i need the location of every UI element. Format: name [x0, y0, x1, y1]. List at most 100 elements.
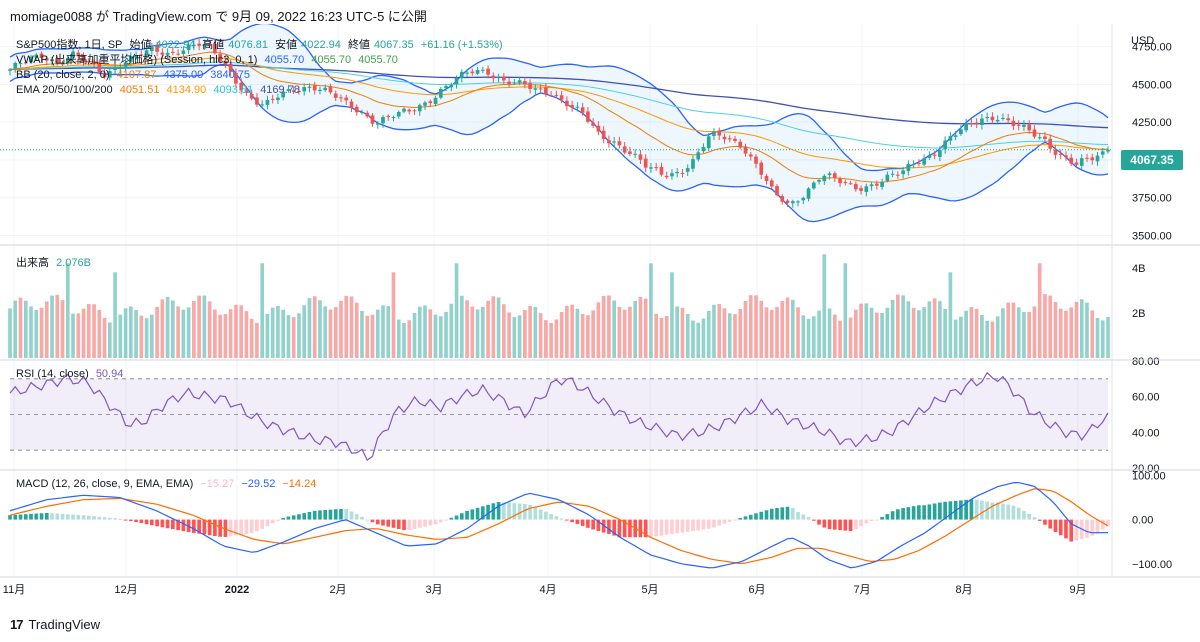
candle-body	[864, 186, 869, 192]
macd-histogram-bar	[591, 519, 595, 530]
time-tick-label: 3月	[425, 584, 442, 596]
volume-bar	[901, 295, 905, 358]
candle-body	[722, 136, 727, 140]
volume-label: 出来高	[16, 257, 49, 269]
volume-bar	[565, 305, 569, 358]
macd-histogram-bar	[896, 509, 900, 520]
macd-histogram-bar	[1058, 519, 1063, 536]
macd-histogram-bar	[139, 519, 144, 524]
macd-hist-value: −15.27	[200, 478, 235, 490]
brand-name[interactable]: TradingView	[28, 617, 101, 632]
macd-histogram-bar	[806, 517, 811, 520]
candle-body	[375, 123, 380, 125]
volume-bar	[344, 295, 349, 358]
candle-body	[586, 111, 590, 122]
volume-bar	[150, 314, 154, 358]
candle-body	[86, 61, 91, 63]
volume-bar	[817, 310, 821, 358]
macd-histogram-bar	[354, 514, 359, 520]
candle-body	[764, 175, 769, 182]
volume-bar	[55, 294, 60, 358]
macd-histogram-bar	[717, 519, 722, 526]
macd-histogram-bar	[39, 513, 44, 520]
macd-histogram-bar	[134, 519, 138, 523]
macd-histogram-bar	[218, 519, 222, 537]
volume-bar	[607, 295, 611, 358]
volume-bar	[1085, 302, 1089, 358]
macd-histogram-bar	[113, 518, 117, 520]
volume-bar	[1053, 302, 1058, 358]
time-tick-label: 6月	[748, 584, 765, 596]
candle-body	[23, 62, 28, 64]
volume-bar	[370, 314, 375, 358]
candle-body	[333, 93, 338, 98]
volume-bar	[202, 295, 207, 358]
macd-histogram-bar	[964, 499, 968, 520]
candle-body	[29, 56, 33, 63]
volume-bar	[549, 322, 553, 358]
candle-body	[575, 106, 580, 108]
macd-histogram-bar	[832, 519, 837, 530]
ema-legend: EMA 20/50/100/200 4051.51 4134.90 4093.8…	[16, 83, 304, 98]
candle-body	[150, 47, 154, 52]
volume-bar	[917, 310, 921, 358]
volume-bar	[932, 298, 937, 358]
macd-histogram-bar	[843, 519, 848, 531]
candle-body	[507, 81, 511, 85]
macd-histogram-bar	[375, 519, 380, 525]
candle-body	[544, 87, 548, 95]
volume-tick-label: 4B	[1132, 263, 1145, 275]
volume-bar	[832, 314, 837, 358]
candle-body	[822, 175, 827, 182]
macd-histogram-bar	[1095, 519, 1100, 533]
macd-histogram-bar	[764, 510, 769, 520]
chart-canvas[interactable]: 3500.003750.004000.004250.004500.004750.…	[0, 24, 1200, 614]
bb-lower: 3840.75	[210, 69, 251, 81]
candle-body	[1100, 151, 1105, 155]
macd-histogram-bar	[1069, 519, 1074, 542]
macd-histogram-bar	[55, 513, 60, 520]
rsi-line	[9, 371, 1109, 461]
macd-histogram-bar	[23, 514, 28, 520]
candle-body	[417, 105, 422, 112]
macd-histogram-bar	[1027, 513, 1032, 520]
candle-body	[927, 155, 932, 158]
volume-bar	[328, 309, 333, 358]
rsi-label: RSI (14, close)	[16, 368, 89, 380]
macd-histogram-bar	[29, 513, 33, 520]
candle-body	[953, 135, 958, 137]
candle-body	[549, 95, 553, 97]
candle-body	[769, 180, 774, 187]
volume-bar	[995, 316, 1000, 358]
volume-bar	[291, 317, 296, 358]
macd-histogram-bar	[659, 519, 664, 536]
candle-body	[102, 72, 107, 78]
time-tick-label: 5月	[641, 584, 658, 596]
candle-body	[8, 69, 12, 71]
macd-histogram-bar	[822, 519, 827, 528]
macd-histogram-bar	[948, 501, 953, 520]
candle-body	[964, 123, 968, 131]
candle-body	[885, 174, 890, 181]
macd-histogram-bar	[438, 519, 443, 523]
macd-histogram-bar	[549, 513, 553, 520]
macd-histogram-bar	[444, 519, 448, 521]
macd-histogram-bar	[801, 514, 806, 520]
volume-bar	[97, 309, 102, 358]
macd-histogram-bar	[638, 519, 643, 538]
candle-body	[423, 102, 427, 106]
price-tick-label: 4750.00	[1132, 42, 1172, 54]
volume-bar	[1058, 308, 1063, 358]
volume-bar	[512, 316, 517, 358]
time-tick-label: 8月	[955, 584, 972, 596]
macd-histogram-bar	[65, 514, 70, 520]
macd-histogram-bar	[759, 511, 764, 520]
macd-histogram-bar	[86, 515, 91, 520]
candle-body	[449, 84, 454, 88]
volume-bar	[71, 313, 75, 358]
candle-body	[155, 45, 159, 52]
volume-bar	[1001, 308, 1005, 358]
macd-histogram-bar	[297, 514, 301, 520]
volume-bar	[107, 322, 112, 358]
macd-histogram-bar	[181, 519, 186, 532]
